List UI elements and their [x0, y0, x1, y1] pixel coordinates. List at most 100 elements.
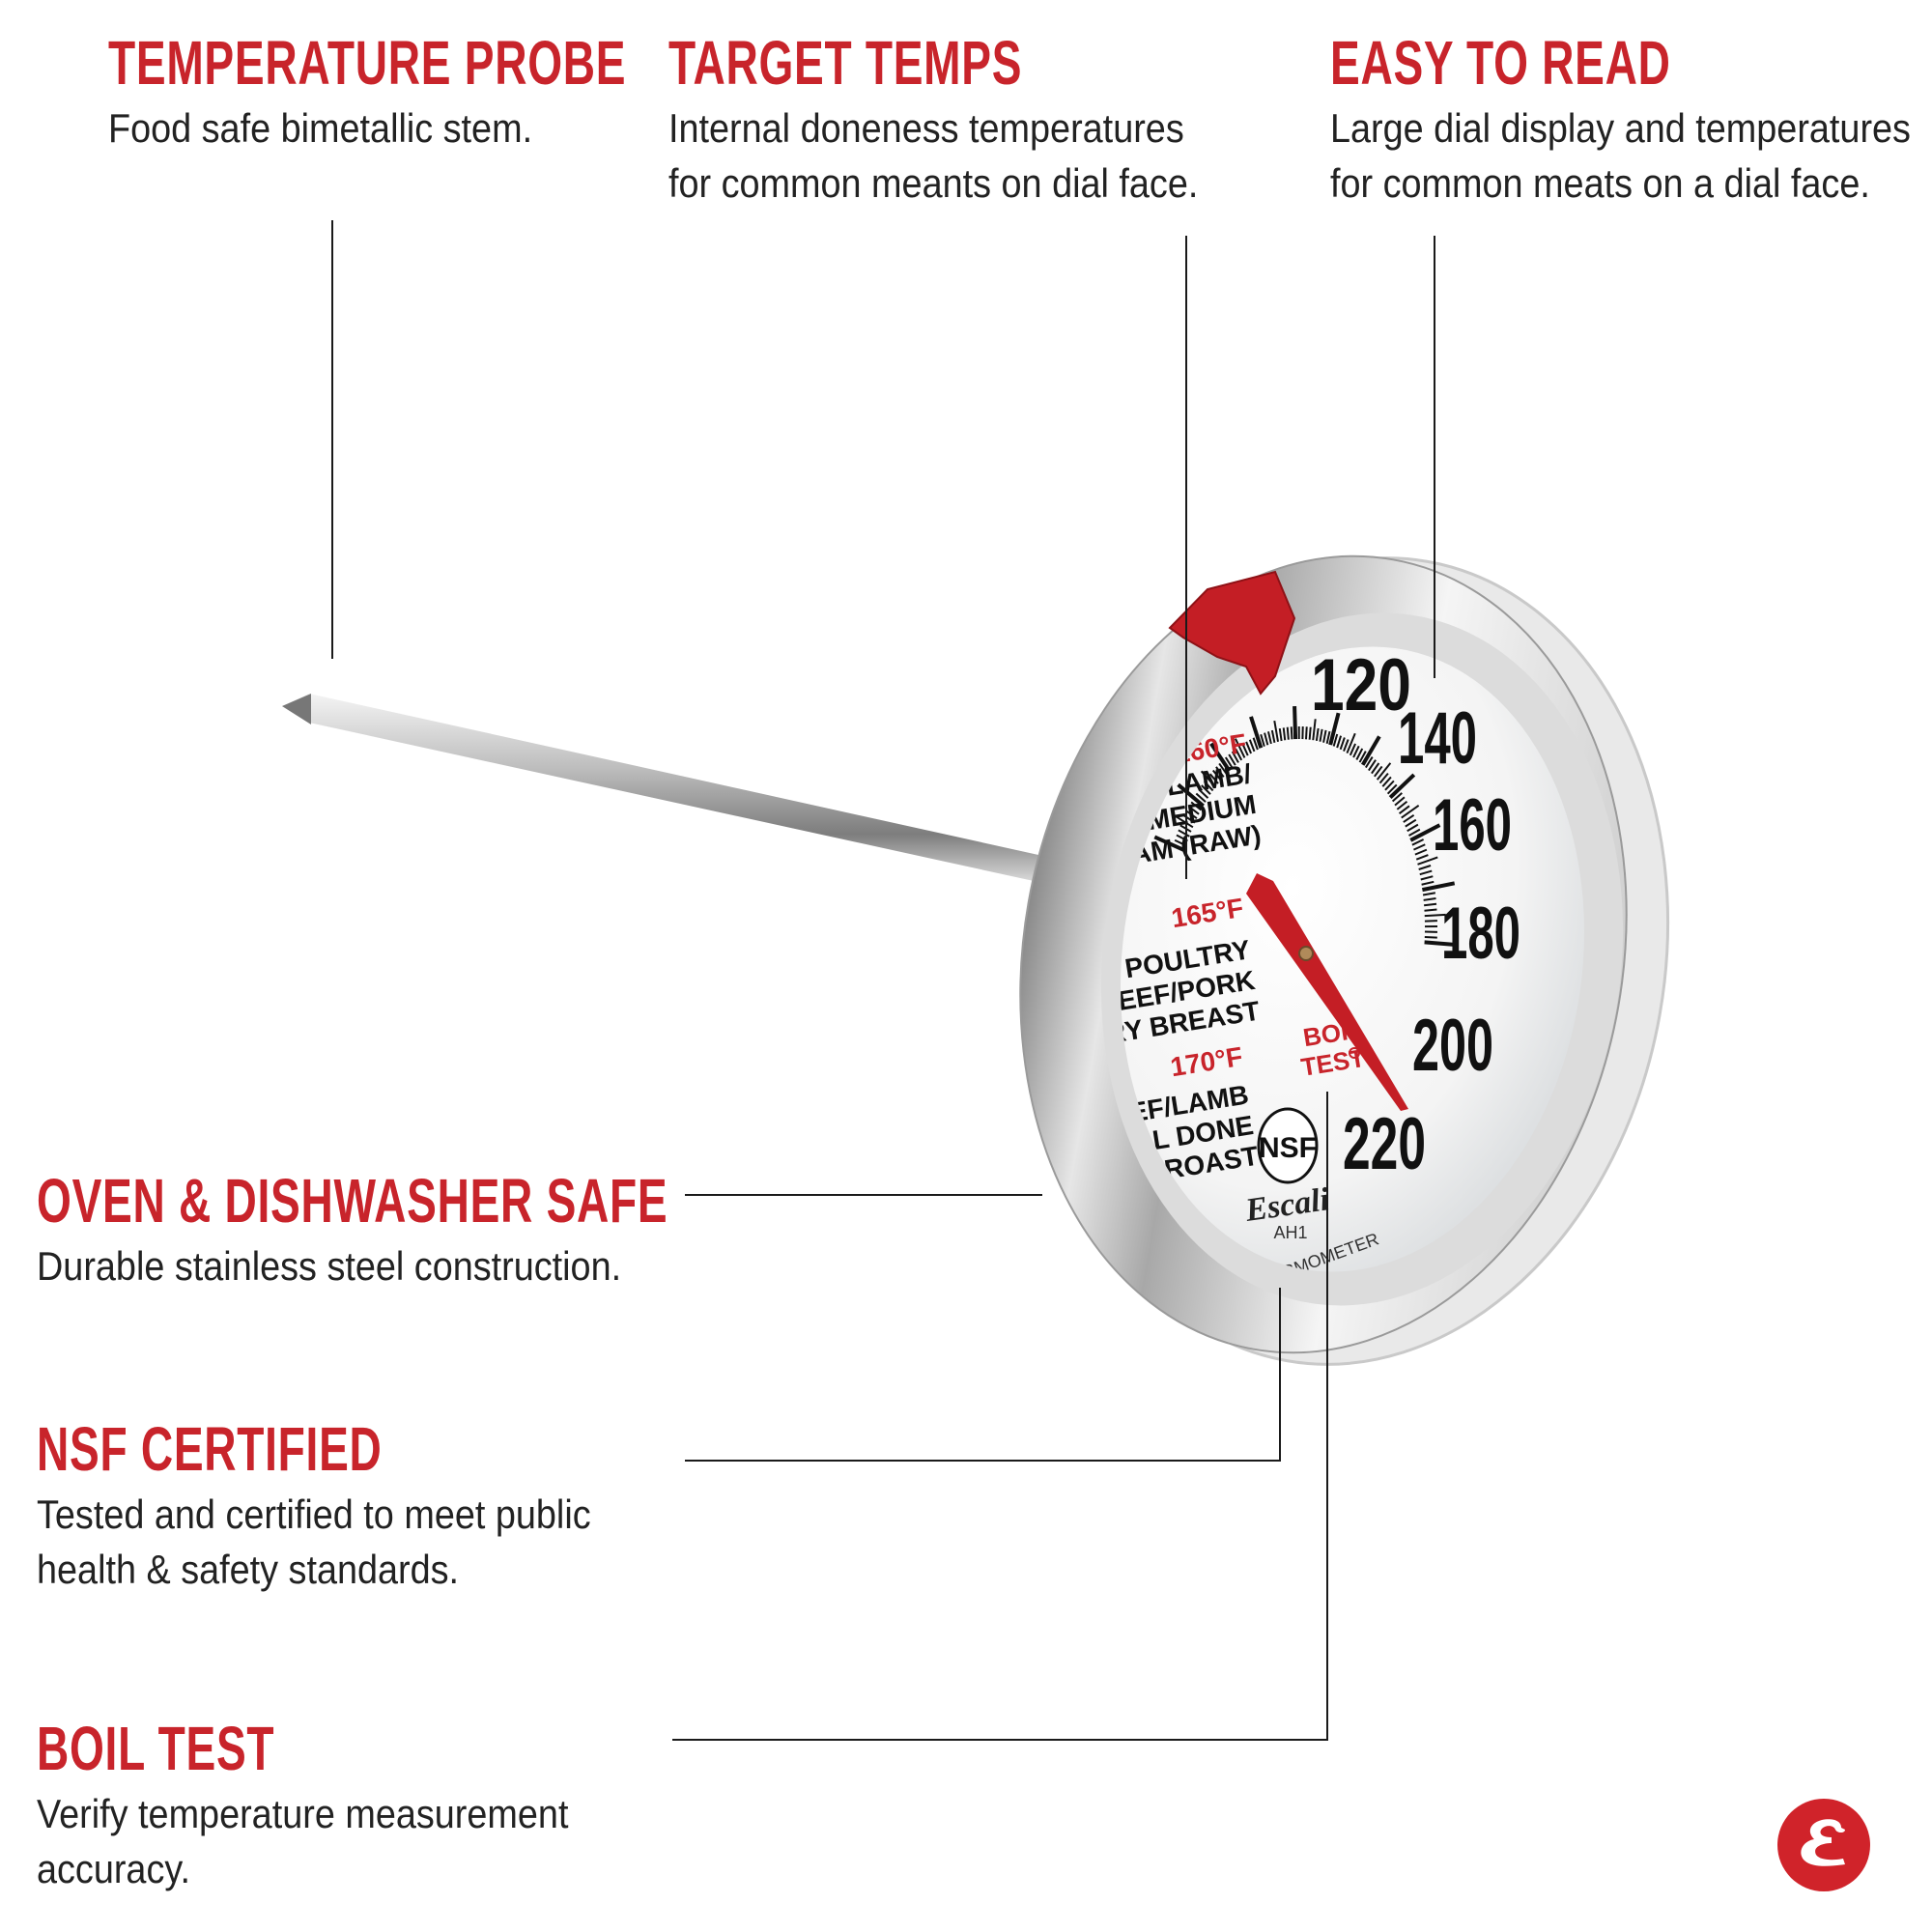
scale-tick [1336, 735, 1343, 749]
scale-tick [1174, 838, 1187, 847]
feature-target-temps: TARGET TEMPS Internal doneness temperatu… [668, 31, 1257, 211]
feature-temperature-probe: TEMPERATURE PROBE Food safe bimetallic s… [108, 31, 828, 156]
scale-tick [1405, 818, 1417, 828]
feature-title: OVEN & DISHWASHER SAFE [37, 1166, 668, 1236]
scale-tick [1339, 737, 1346, 751]
feature-oven-dishwasher-safe: OVEN & DISHWASHER SAFE Durable stainless… [37, 1169, 913, 1293]
scale-tick [1411, 838, 1425, 846]
pot-clip [1168, 570, 1296, 696]
scale-tick [1424, 935, 1437, 939]
scale-tick [1419, 869, 1433, 876]
scale-tick [1264, 732, 1269, 746]
scale-label-180: 180 [1441, 893, 1520, 975]
scale-tick [1421, 881, 1456, 893]
scale-tick [1224, 756, 1234, 769]
scale-tick [1315, 727, 1320, 741]
nsf-badge: NSF [1257, 1107, 1319, 1184]
scale-tick [1190, 801, 1202, 811]
scale-tick [1349, 743, 1356, 756]
scale-tick [1396, 800, 1408, 810]
scale-tick [1293, 706, 1298, 740]
scale-tick [1209, 742, 1232, 773]
scale-label-220: 220 [1343, 1103, 1426, 1185]
scale-tick [1401, 804, 1420, 819]
description-line: Tested and certified to meet public [37, 1492, 591, 1537]
scale-tick [1177, 782, 1205, 808]
scale-ticks [1153, 706, 1458, 948]
scale-tick [1290, 726, 1293, 740]
scale-tick [1408, 828, 1421, 837]
scale-tick [1418, 865, 1432, 870]
nsf-text: NSF [1259, 1132, 1317, 1164]
scale-tick [1424, 908, 1437, 912]
scale-label-200: 200 [1412, 1005, 1493, 1087]
scale-tick [1248, 739, 1256, 753]
scale-tick [1406, 823, 1419, 833]
scale-tick [1231, 751, 1239, 763]
scale-tick [1305, 726, 1308, 740]
scale-tick [1422, 892, 1436, 896]
description-line: health & safety standards. [37, 1547, 460, 1592]
scale-tick [1421, 880, 1435, 886]
scale-tick [1235, 748, 1243, 761]
scale-tick [1208, 773, 1219, 784]
feature-nsf-certified: NSF CERTIFIED Tested and certified to me… [37, 1417, 652, 1597]
scale-tick [1332, 733, 1339, 747]
leader-line-boil-test [672, 1739, 1328, 1741]
feature-title: TEMPERATURE PROBE [108, 28, 627, 98]
scale-tick [1319, 728, 1323, 742]
feature-title: EASY TO READ [1330, 28, 1671, 98]
scale-tick [1188, 806, 1200, 815]
leader-line-target-temps [1185, 236, 1187, 879]
description-line: Large dial display and temperatures [1330, 105, 1911, 151]
dial-face [1121, 646, 1584, 1272]
scale-tick [1241, 743, 1249, 756]
scale-tick [1358, 751, 1367, 763]
scale-tick [1153, 835, 1186, 853]
scale-tick [1364, 756, 1374, 769]
scale-tick [1368, 759, 1377, 772]
description-line: for common meats on a dial face. [1330, 160, 1870, 206]
leader-line-oven-safe [685, 1194, 1042, 1196]
scale-tick [1343, 739, 1350, 752]
leader-line-probe [331, 220, 333, 659]
scale-tick [1346, 732, 1356, 754]
scale-tick [1352, 745, 1360, 758]
logo-e-icon [1801, 1819, 1845, 1866]
scale-tick [1403, 813, 1415, 823]
scale-label-140: 140 [1398, 697, 1477, 780]
boil-test-marker [1349, 1047, 1360, 1059]
scale-tick [1211, 769, 1222, 781]
scale-tick [1328, 712, 1341, 746]
scale-tick [1203, 781, 1214, 792]
scale-labels: 140 160 180 200 220 [1343, 697, 1520, 1185]
scale-tick [1322, 729, 1327, 743]
scale-tick [1325, 730, 1331, 745]
scale-tick [1424, 940, 1458, 948]
scale-tick [1384, 780, 1395, 791]
scale-tick [1415, 854, 1429, 861]
probe-stem [282, 694, 1038, 881]
scale-tick [1286, 726, 1290, 740]
scale-tick [1185, 810, 1198, 820]
scale-tick [1388, 773, 1416, 799]
scale-tick [1273, 720, 1279, 742]
scale-tick [1374, 765, 1383, 778]
leader-line-nsf [685, 1460, 1280, 1462]
leader-line-boil-test-vertical [1326, 1092, 1328, 1741]
scale-tick [1249, 716, 1264, 749]
feature-description: Tested and certified to meet public healt… [37, 1487, 591, 1597]
model-number: AH1 [1273, 1223, 1307, 1242]
feature-easy-to-read: EASY TO READ Large dial display and temp… [1330, 31, 1932, 211]
description-line: Internal doneness temperatures [668, 105, 1184, 151]
scale-tick [1270, 729, 1276, 744]
scale-tick [1360, 735, 1381, 766]
scale-tick [1413, 843, 1426, 851]
scale-tick [1282, 727, 1287, 741]
feature-title: NSF CERTIFIED [37, 1414, 383, 1484]
scale-tick [1278, 727, 1283, 742]
scale-tick [1198, 788, 1209, 799]
scale-tick [1381, 776, 1392, 787]
feature-description: Food safe bimetallic stem. [108, 105, 533, 151]
feature-title: BOIL TEST [37, 1714, 275, 1783]
